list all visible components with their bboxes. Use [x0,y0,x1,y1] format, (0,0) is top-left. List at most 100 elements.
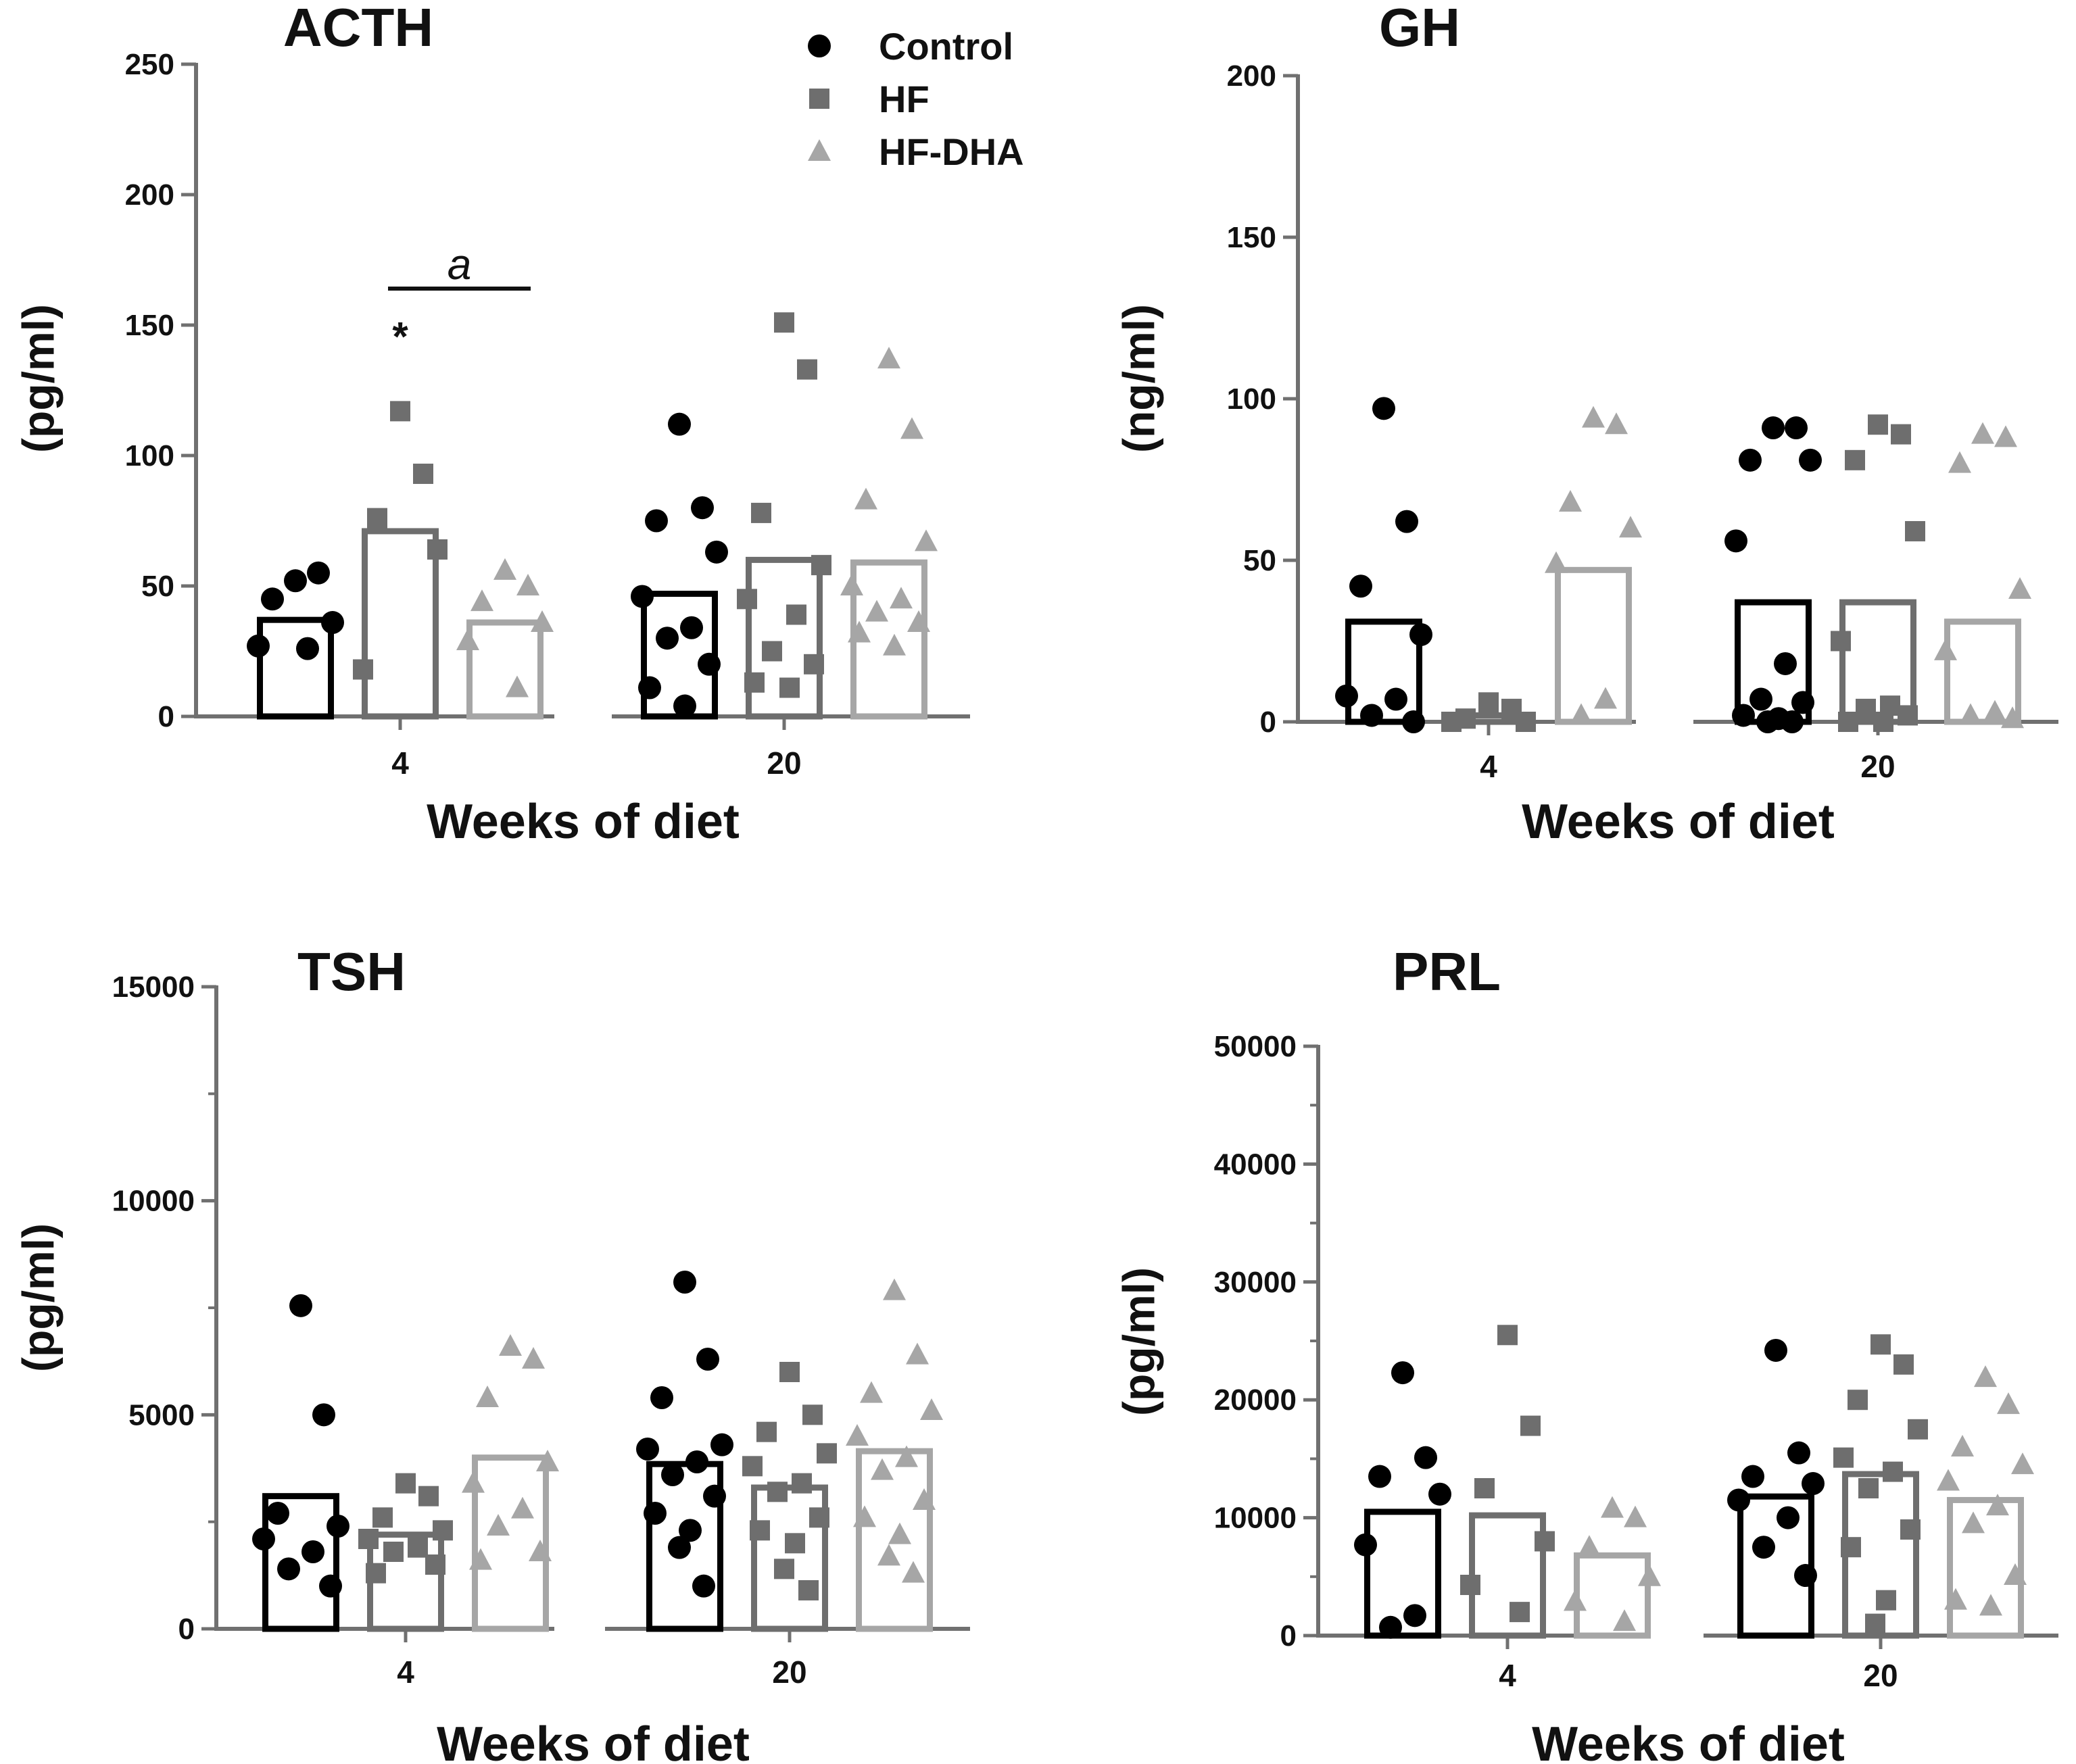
legend-marker-circle [808,34,831,57]
data-point [1478,692,1499,713]
data-point [1335,684,1358,708]
data-point [319,1574,342,1598]
data-point [737,589,757,610]
data-point [456,629,479,651]
data-point [1516,712,1536,732]
data-point [1403,1604,1426,1627]
data-point [1601,1496,1624,1518]
x-tick-label: 20 [772,1655,806,1690]
data-point [312,1403,335,1427]
data-point [692,1574,715,1598]
data-point [1497,1325,1518,1346]
data-point [1379,1615,1402,1639]
bar [1839,599,1916,725]
data-point [353,659,373,680]
x-axis-label: Weeks of diet [1532,1717,1845,1764]
data-point [1724,529,1747,553]
data-point [408,1537,428,1558]
data-point [1959,703,1982,725]
data-point [846,1424,869,1446]
data-point [1414,1446,1437,1469]
panel-title: GH [1379,0,1460,57]
legend-label: HF [879,78,930,120]
data-point [499,1334,522,1356]
data-point [1845,449,1865,470]
x-tick-label: 4 [397,1655,414,1690]
panel-tsh: TSH (pg/ml) 0 5000 10000 15000 4 20 Weeks of die… [13,941,970,1764]
data-point [1741,1465,1764,1488]
data-point [1774,652,1797,675]
data-point [1948,451,1971,473]
data-point [661,1463,684,1486]
data-point [1368,1465,1391,1488]
data-point [531,610,554,633]
data-point [1838,712,1858,732]
data-point [1979,1594,2002,1616]
data-point [1564,1589,1587,1611]
data-point [383,1542,404,1562]
data-point [650,1386,673,1409]
bar [1469,1512,1546,1639]
data-point [1974,1365,1997,1388]
data-point [1384,687,1407,711]
data-point [247,634,270,658]
data-point [1441,712,1462,732]
bar [257,616,334,720]
y-tick-label: 50 [1243,544,1276,577]
data-point [762,641,782,662]
data-point [750,1520,770,1541]
data-point [865,599,888,622]
data-point [1474,1478,1495,1498]
bar [1345,618,1422,725]
y-tick-label: 10000 [1214,1502,1297,1535]
data-point [1898,705,1918,726]
data-point [1799,448,1822,472]
data-point [1409,622,1432,646]
legend-marker-triangle [808,139,831,161]
bar [646,1461,723,1632]
y-axis-label: (pg/ml) [13,304,63,453]
data-point [1781,710,1804,733]
x-tick-label: 4 [1499,1658,1516,1693]
data-point [1613,1609,1636,1632]
data-point [631,585,654,608]
data-point [2011,1452,2034,1475]
data-point [802,1404,823,1425]
data-point [920,1398,943,1420]
y-axis-label: (pg/ml) [1113,1267,1163,1416]
data-point [321,611,344,635]
data-point [888,1522,911,1544]
data-point [469,1548,492,1570]
data-point [2001,706,2024,729]
x-axis-label: Weeks of diet [437,1717,750,1764]
data-point [1865,1613,1885,1634]
data-point [679,1519,702,1542]
data-point [1570,703,1593,725]
data-point [418,1486,439,1506]
data-point [696,1348,719,1371]
data-point [1994,425,2017,447]
data-point [804,654,824,675]
data-point [680,616,703,639]
data-point [1787,1441,1810,1465]
y-tick-label: 50 [141,570,174,603]
panel-title: ACTH [283,0,433,57]
bar [856,1448,933,1632]
data-point [1831,631,1851,652]
data-point [840,574,863,595]
bar [1364,1509,1441,1639]
data-point [705,540,728,564]
data-point [767,1481,788,1502]
data-point [1732,704,1755,727]
data-point [691,496,714,520]
bar [1947,1496,2024,1639]
data-point [296,637,319,660]
data-point [1752,1536,1775,1559]
y-tick-label: 0 [1260,706,1276,739]
data-point [1908,1419,1928,1440]
data-point [890,587,913,609]
panel-prl: PRL (pg/ml) 0 10000 20000 30000 40000 50000 4 20 W… [1113,941,2058,1764]
data-point [1756,710,1779,733]
data-point [797,359,817,380]
data-point [811,555,831,576]
